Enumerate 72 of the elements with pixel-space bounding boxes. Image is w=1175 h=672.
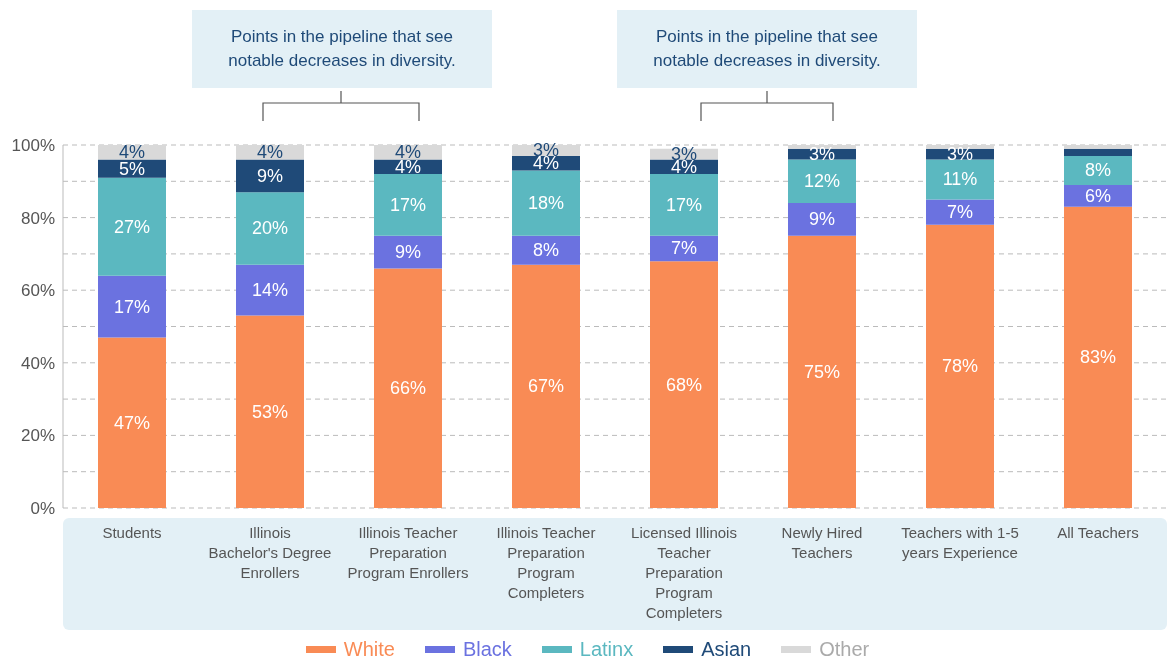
data-label: 7% [670, 238, 698, 259]
data-label: 7% [946, 202, 974, 223]
data-label: 53% [251, 401, 289, 422]
data-label: 66% [389, 378, 427, 399]
data-label: 27% [113, 216, 151, 237]
legend-label: Asian [701, 638, 752, 661]
bar [1064, 155, 1132, 185]
y-tick-label: 100% [11, 136, 55, 156]
bar [98, 275, 166, 338]
bar [512, 170, 580, 236]
data-label: 3% [808, 144, 836, 165]
x-tick-label: All Teachers [1057, 524, 1139, 541]
bar [788, 235, 856, 508]
x-tick-label: Students [102, 524, 162, 541]
data-label: 68% [665, 374, 703, 395]
y-tick-label: 80% [20, 208, 55, 228]
data-label: 8% [532, 240, 560, 261]
bar [650, 174, 718, 236]
data-label: 20% [251, 218, 289, 239]
x-tick-label: Teachers with 1-5 years Experience [901, 524, 1019, 561]
data-label: 11% [942, 169, 978, 190]
data-label: 78% [941, 356, 979, 377]
legend-label: Black [462, 638, 512, 661]
bar [926, 224, 994, 508]
y-tick-label: 20% [20, 426, 55, 446]
legend-label: White [343, 638, 395, 661]
legend-label: Latinx [579, 638, 634, 661]
data-label: 47% [113, 412, 151, 433]
x-tick-label: Illinois Teacher Preparation Program Completers [496, 524, 596, 601]
bar [98, 337, 166, 508]
data-label: 3% [946, 144, 974, 165]
bar [650, 261, 718, 508]
bar [1064, 148, 1132, 156]
y-tick-label: 60% [20, 281, 55, 301]
data-label: 8% [1084, 160, 1112, 181]
bar [236, 192, 304, 265]
data-label: 18% [527, 193, 565, 214]
data-label: 12% [803, 171, 841, 192]
data-label: 17% [665, 194, 703, 215]
data-label: 17% [113, 296, 151, 317]
bar [1064, 145, 1132, 149]
legend-label: Other [819, 638, 870, 661]
bar [926, 145, 994, 149]
data-label: 9% [256, 165, 284, 186]
text: Points in the pipeline that see notable decreases in diversity. [617, 10, 917, 88]
data-label: 67% [527, 376, 565, 397]
text: Points in the pipeline that see notable decreases in diversity. [192, 10, 492, 88]
bar [374, 174, 442, 236]
bar [788, 203, 856, 236]
bar [236, 315, 304, 508]
data-label: 17% [389, 194, 427, 215]
bar [788, 159, 856, 204]
data-label: 14% [251, 280, 289, 301]
data-label: 9% [394, 242, 422, 263]
bar [98, 177, 166, 276]
data-label: 9% [808, 209, 836, 230]
data-label: 4% [256, 142, 284, 163]
bar [374, 268, 442, 508]
bar [926, 199, 994, 225]
x-tick-label: Illinois Bachelor's Degree Enrollers [208, 524, 332, 581]
y-tick-label: 40% [20, 353, 55, 373]
data-label: 75% [803, 361, 841, 382]
bar [788, 145, 856, 149]
x-tick-label: Newly Hired Teachers [781, 524, 863, 561]
data-label: 83% [1079, 347, 1117, 368]
x-tick-label: Licensed Illinois Teacher Preparation Program Completers [631, 524, 737, 621]
y-tick-label: 0% [30, 499, 55, 519]
bar [512, 264, 580, 508]
data-label: 6% [1084, 185, 1112, 206]
x-tick-label: Illinois Teacher Preparation Program Enrollers [347, 524, 469, 581]
bar [236, 264, 304, 316]
bar [1064, 206, 1132, 508]
